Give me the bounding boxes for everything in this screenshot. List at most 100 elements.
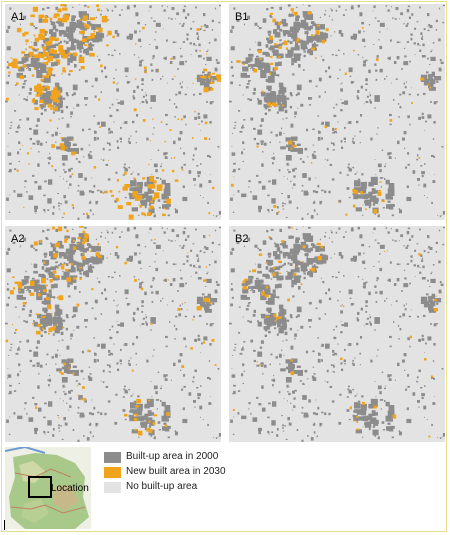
built-up-patch (115, 393, 118, 396)
built-up-patch (240, 294, 247, 300)
new-built-patch (418, 156, 421, 159)
built-up-patch (199, 301, 206, 308)
built-up-patch (302, 69, 305, 71)
built-up-patch (298, 244, 301, 248)
built-up-patch (137, 412, 142, 416)
built-up-patch (145, 100, 148, 103)
new-built-patch (36, 85, 42, 92)
built-up-patch (267, 297, 275, 305)
built-up-patch (372, 203, 376, 206)
built-up-patch (72, 251, 75, 255)
new-built-patch (16, 82, 19, 85)
built-up-patch (153, 214, 156, 218)
built-up-patch (197, 257, 200, 259)
built-up-patch (421, 334, 424, 338)
built-up-patch (66, 345, 70, 350)
built-up-patch (287, 40, 290, 43)
built-up-patch (69, 53, 77, 61)
new-built-patch (35, 94, 41, 97)
built-up-patch (398, 116, 400, 118)
built-up-patch (35, 346, 39, 349)
new-built-patch (205, 266, 208, 268)
new-built-patch (232, 409, 235, 411)
built-up-patch (359, 130, 362, 133)
built-up-patch (288, 147, 291, 151)
built-up-patch (326, 147, 329, 151)
built-up-patch (316, 257, 324, 265)
built-up-patch (284, 331, 288, 336)
built-up-patch (242, 382, 244, 384)
built-up-patch (162, 250, 164, 252)
built-up-patch (427, 279, 429, 282)
built-up-patch (255, 277, 259, 280)
built-up-patch (140, 421, 147, 426)
built-up-patch (215, 59, 218, 62)
built-up-patch (292, 142, 295, 144)
built-up-patch (204, 24, 207, 27)
built-up-patch (31, 263, 32, 265)
new-built-patch (52, 92, 57, 97)
built-up-patch (269, 141, 271, 144)
built-up-patch (241, 283, 244, 286)
built-up-patch (89, 200, 92, 204)
built-up-patch (396, 41, 400, 44)
built-up-patch (148, 232, 150, 234)
built-up-patch (346, 187, 350, 190)
built-up-patch (107, 241, 110, 243)
built-up-patch (78, 382, 81, 385)
built-up-patch (65, 26, 73, 32)
new-built-patch (278, 56, 281, 58)
new-built-patch (49, 119, 52, 122)
new-built-patch (79, 19, 82, 21)
new-built-patch (314, 57, 317, 59)
new-built-patch (192, 319, 194, 321)
built-up-patch (399, 93, 402, 96)
built-up-patch (334, 253, 336, 255)
built-up-patch (278, 304, 284, 309)
built-up-patch (19, 126, 21, 128)
built-up-patch (68, 364, 71, 366)
built-up-patch (428, 299, 434, 303)
built-up-patch (304, 237, 310, 242)
built-up-patch (154, 39, 156, 41)
built-up-patch (9, 194, 11, 196)
built-up-patch (292, 364, 295, 366)
built-up-patch (426, 419, 428, 421)
new-built-patch (111, 194, 114, 197)
built-up-patch (338, 421, 342, 425)
new-built-patch (37, 323, 41, 328)
built-up-patch (126, 35, 130, 40)
built-up-patch (197, 55, 202, 58)
built-up-patch (375, 78, 378, 81)
built-up-patch (196, 296, 204, 304)
built-up-patch (59, 176, 61, 177)
built-up-patch (25, 98, 28, 102)
built-up-patch (233, 168, 236, 173)
built-up-patch (306, 248, 311, 253)
built-up-patch (356, 188, 362, 193)
built-up-patch (433, 343, 436, 346)
new-built-patch (160, 121, 163, 123)
built-up-patch (289, 386, 290, 388)
new-built-patch (268, 72, 272, 75)
built-up-patch (268, 330, 271, 334)
new-built-patch (302, 261, 304, 262)
new-built-patch (40, 35, 46, 40)
built-up-patch (254, 244, 258, 248)
built-up-patch (92, 257, 100, 265)
built-up-patch (301, 412, 304, 414)
built-up-patch (194, 184, 196, 186)
built-up-patch (17, 151, 20, 155)
new-built-patch (124, 261, 127, 265)
built-up-patch (89, 264, 92, 267)
built-up-patch (343, 53, 345, 55)
new-built-patch (360, 191, 363, 195)
built-up-patch (214, 67, 218, 72)
new-built-patch (138, 432, 143, 436)
built-up-patch (249, 98, 252, 102)
built-up-patch (388, 405, 395, 411)
built-up-patch (350, 81, 354, 84)
new-built-patch (37, 83, 42, 87)
built-up-patch (153, 436, 156, 440)
built-up-patch (355, 416, 362, 421)
